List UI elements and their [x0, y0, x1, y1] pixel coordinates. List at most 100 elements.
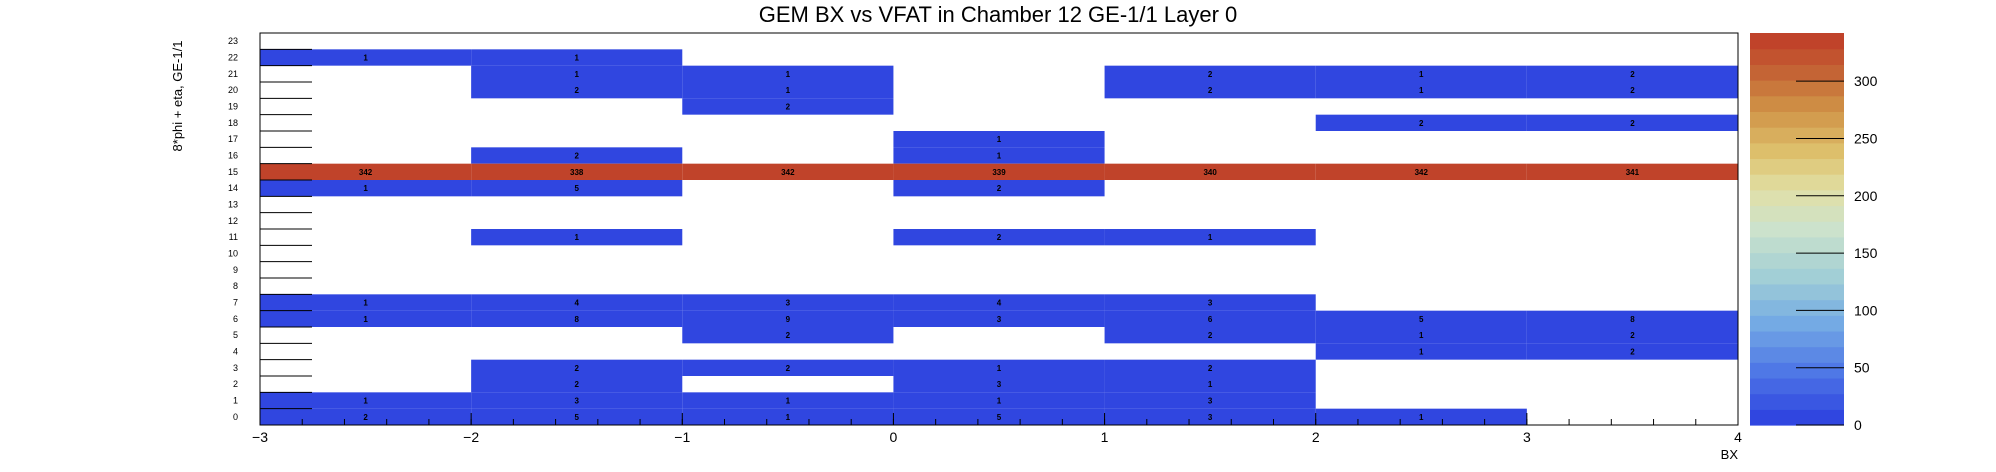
- cell-value-label: 1: [363, 299, 368, 308]
- cell-value-label: 1: [1419, 413, 1424, 422]
- heatmap-cell: [260, 408, 472, 425]
- cell-value-label: 5: [997, 413, 1002, 422]
- heatmap-cell: [471, 408, 683, 425]
- cell-value-label: 2: [574, 364, 579, 373]
- color-bar-tick-label: 300: [1854, 73, 1878, 89]
- cell-value-label: 1: [786, 397, 791, 406]
- heatmap-cell: [893, 408, 1105, 425]
- cell-value-label: 2: [1419, 119, 1424, 128]
- heatmap-cell: [682, 163, 894, 180]
- y-tick-label: 17: [228, 134, 238, 144]
- y-tick-label: 11: [229, 232, 238, 242]
- heatmap-cell: [471, 49, 683, 66]
- heatmap-cell: [471, 163, 683, 180]
- y-tick-label: 21: [228, 69, 238, 79]
- cell-value-label: 2: [997, 184, 1002, 193]
- heatmap-cell: [471, 82, 683, 99]
- heatmap-cell: [1526, 343, 1738, 360]
- y-tick-label: 18: [228, 118, 238, 128]
- heatmap-cell: [1315, 327, 1527, 344]
- cell-value-label: 342: [781, 168, 795, 177]
- plot-axes: −3 −2 −1 0 1 2 3 401234567891011121314151617181…: [228, 32, 1742, 445]
- color-bar-band: [1750, 283, 1844, 301]
- x-tick-label: 4: [1734, 429, 1742, 445]
- cell-value-label: 2: [574, 380, 579, 389]
- heatmap-cell: [893, 359, 1105, 376]
- cell-value-label: 2: [574, 86, 579, 95]
- y-tick-label: 7: [233, 298, 238, 308]
- heatmap-cell: [1104, 65, 1316, 82]
- color-bar-band: [1750, 142, 1844, 160]
- heatmap-cell: [1104, 163, 1316, 180]
- heatmap-cell: [1315, 163, 1527, 180]
- color-bar-band: [1750, 33, 1844, 50]
- heatmap-cells: [260, 49, 1738, 425]
- cell-value-label: 2: [1630, 70, 1635, 79]
- heatmap-cell: [893, 180, 1105, 197]
- heatmap-cell: [682, 392, 894, 409]
- cell-value-label: 1: [1208, 233, 1213, 242]
- heatmap-cell: [1104, 310, 1316, 327]
- heatmap-cell: [682, 327, 894, 344]
- heatmap-cell: [1315, 82, 1527, 99]
- heatmap-cell: [471, 392, 683, 409]
- cell-value-label: 1: [1419, 70, 1424, 79]
- heatmap-cell: [1315, 114, 1527, 131]
- y-tick-label: 4: [233, 347, 238, 357]
- heatmap-cell: [471, 359, 683, 376]
- heatmap-cell: [1315, 408, 1527, 425]
- color-bar-tick-label: 250: [1854, 130, 1878, 146]
- y-tick-label: 10: [228, 249, 238, 259]
- heatmap-cell: [471, 294, 683, 311]
- cell-value-label: 3: [1208, 299, 1213, 308]
- y-tick-label: 22: [228, 53, 238, 63]
- heatmap-cell: [1315, 343, 1527, 360]
- y-tick-label: 8: [233, 281, 238, 291]
- cell-value-label: 2: [1630, 348, 1635, 357]
- heatmap-cell: [682, 408, 894, 425]
- cell-value-label: 5: [574, 184, 579, 193]
- cell-value-label: 8: [574, 315, 579, 324]
- cell-value-label: 1: [1419, 86, 1424, 95]
- cell-value-label: 2: [1630, 86, 1635, 95]
- heatmap-cell: [1315, 65, 1527, 82]
- heatmap-cell: [471, 147, 683, 164]
- heatmap-cell: [893, 392, 1105, 409]
- y-tick-label: 14: [228, 183, 238, 193]
- heatmap-cell: [682, 82, 894, 99]
- color-bar-tick-label: 200: [1854, 188, 1878, 204]
- y-axis-label: 8*phi + eta, GE-1/1: [170, 41, 185, 152]
- cell-value-label: 1: [1419, 331, 1424, 340]
- heatmap-cell: [893, 147, 1105, 164]
- heatmap-cell: [1104, 229, 1316, 246]
- cell-value-label: 1: [786, 70, 791, 79]
- x-tick-label: 2: [1312, 429, 1320, 445]
- cell-value-label: 1: [574, 233, 579, 242]
- y-tick-label: 5: [233, 330, 238, 340]
- heatmap-cell: [260, 49, 472, 66]
- heatmap-cell: [682, 359, 894, 376]
- color-bar: 0 50 100 150 200 250 300: [1750, 33, 1878, 433]
- heatmap-cell: [682, 294, 894, 311]
- heatmap-cell: [471, 229, 683, 246]
- cell-value-label: 2: [1208, 86, 1213, 95]
- heatmap-cell: [893, 131, 1105, 148]
- color-bar-tick-label: 50: [1854, 360, 1870, 376]
- heatmap-cell: [1526, 65, 1738, 82]
- cell-value-label: 2: [1630, 331, 1635, 340]
- color-bar-band: [1750, 158, 1844, 175]
- heatmap-cell: [893, 310, 1105, 327]
- cell-value-label: 1: [1208, 380, 1213, 389]
- cell-value-label: 5: [1419, 315, 1424, 324]
- heatmap-cell: [1526, 82, 1738, 99]
- cell-value-label: 2: [786, 331, 791, 340]
- color-bar-band: [1750, 174, 1844, 191]
- cell-value-label: 4: [997, 299, 1002, 308]
- y-tick-label: 12: [228, 216, 238, 226]
- heatmap-cell: [260, 163, 472, 180]
- y-tick-label: 15: [228, 167, 238, 177]
- y-tick-label: 16: [228, 151, 238, 161]
- heatmap-cell: [1104, 376, 1316, 393]
- y-tick-label: 0: [233, 412, 238, 422]
